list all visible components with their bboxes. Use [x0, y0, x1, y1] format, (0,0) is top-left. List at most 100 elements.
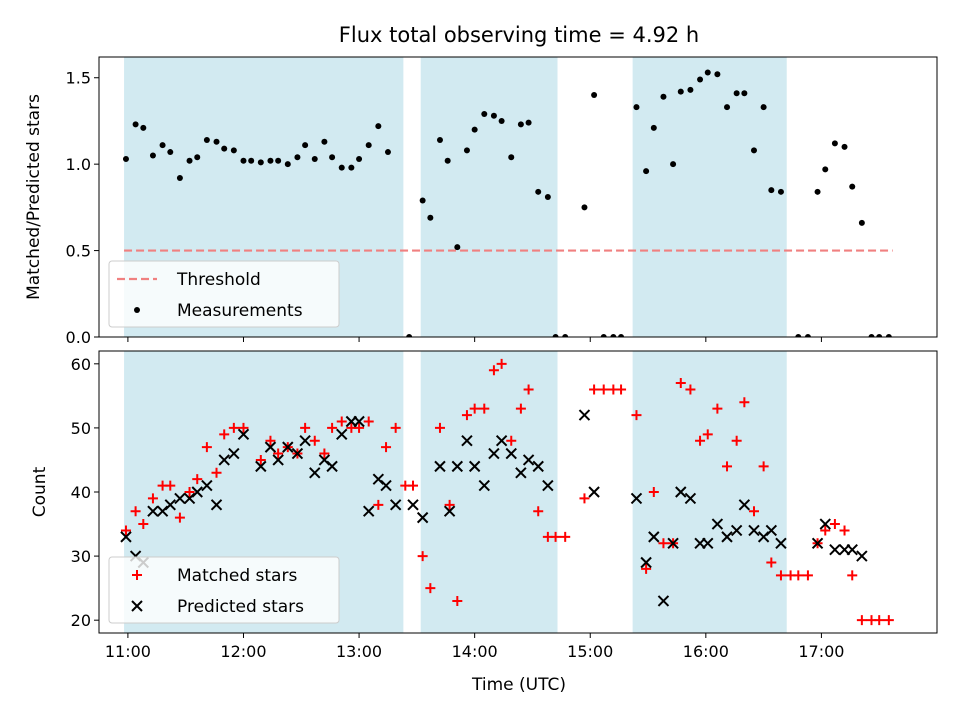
measurement-point	[384, 149, 391, 156]
predicted-star-point	[578, 409, 591, 421]
matched-star-point	[839, 525, 850, 536]
measurement-point	[750, 147, 757, 154]
predicted-star-point	[522, 454, 535, 466]
matched-star-point	[255, 454, 266, 465]
measurement-point	[581, 204, 588, 211]
measurement-point	[454, 244, 461, 251]
y-tick-label: 60	[71, 355, 91, 374]
observing-window-band	[420, 351, 558, 633]
predicted-star-point	[515, 467, 527, 479]
matched-star-point	[201, 442, 212, 453]
predicted-star-point	[228, 447, 240, 460]
matched-star-point	[641, 563, 652, 574]
plot-frame	[98, 56, 938, 338]
predicted-star-point	[164, 499, 176, 511]
matched-star-point	[469, 403, 480, 414]
legend-box	[108, 556, 340, 624]
y-tick-label: 0.5	[66, 242, 91, 261]
predicted-star-point	[495, 435, 508, 447]
measurement-point	[365, 142, 372, 149]
measurement-point	[490, 112, 497, 119]
matched-star-point	[336, 416, 347, 427]
predicted-star-point	[505, 447, 517, 460]
measurement-point	[868, 334, 875, 337]
matched-star-point	[444, 499, 455, 510]
measurement-point	[885, 334, 892, 337]
matched-star-point	[533, 506, 544, 517]
matched-star-point	[228, 422, 239, 433]
predicted-star-point	[210, 499, 223, 511]
predicted-star-point	[362, 505, 375, 517]
x-tick-label: 11:00	[105, 642, 151, 661]
matched-star-point	[631, 410, 642, 421]
measurement-point	[338, 164, 345, 171]
predicted-star-point	[451, 460, 464, 473]
x-tick-label: 12:00	[220, 642, 266, 661]
measurement-point	[841, 143, 848, 150]
measurement-point	[724, 104, 731, 111]
predicted-star-point	[640, 556, 652, 569]
measurement-point	[535, 188, 542, 195]
predicted-star-point	[711, 518, 724, 530]
legend-label: Measurements	[177, 301, 303, 321]
measurement-point	[600, 334, 607, 337]
measurement-point	[427, 214, 434, 221]
legend: Threshold Measurements	[108, 260, 340, 328]
measurement-point	[876, 334, 883, 337]
measurement-point	[471, 126, 478, 133]
ratio-panel: 0.0 0.5 1.0 1.5 Threshold Measurements	[66, 56, 938, 347]
measurement-point	[213, 138, 220, 145]
measurement-point	[140, 124, 147, 131]
matched-star-point	[130, 506, 141, 517]
measurement-point	[419, 197, 426, 204]
matched-star-point	[616, 384, 627, 395]
legend-matched-swatch	[132, 570, 142, 580]
matched-star-point	[658, 538, 669, 549]
measurement-point	[159, 142, 166, 149]
measurement-point	[741, 90, 748, 97]
measurement-point	[562, 334, 569, 337]
matched-star-point	[856, 615, 867, 626]
measurement-point	[660, 93, 667, 100]
matched-star-point	[327, 422, 338, 433]
predicted-star-point	[434, 460, 446, 473]
measurement-point	[132, 121, 139, 128]
matched-star-point	[138, 519, 149, 530]
matched-star-point	[408, 480, 419, 491]
predicted-star-point	[630, 492, 643, 505]
matched-star-point	[589, 384, 600, 395]
measurement-point	[831, 140, 838, 147]
top-y-axis-label: Matched/Predicted stars	[24, 94, 44, 300]
predicted-star-point	[648, 531, 660, 543]
x-tick-label: 17:00	[798, 642, 844, 661]
matched-star-point	[722, 461, 733, 472]
matched-star-point	[381, 442, 392, 453]
x-tick-label: 13:00	[336, 642, 382, 661]
matched-star-point	[506, 435, 517, 446]
predicted-star-point	[468, 460, 481, 473]
measurement-point	[804, 334, 811, 337]
matched-star-point	[461, 410, 472, 421]
measurement-point	[375, 123, 382, 130]
x-axis-label: Time (UTC)	[471, 675, 566, 695]
matched-star-point	[829, 519, 840, 530]
measurement-point	[463, 147, 470, 154]
measurement-point	[149, 152, 156, 159]
predicted-star-point	[819, 518, 831, 530]
predicted-star-point	[461, 435, 473, 447]
predicted-star-point	[721, 531, 733, 543]
measurement-point	[677, 88, 684, 95]
matched-star-point	[550, 531, 561, 542]
predicted-star-point	[542, 479, 554, 492]
measurement-point	[525, 119, 532, 126]
matched-star-point	[219, 429, 230, 440]
measurement-point	[257, 159, 264, 166]
matched-star-point	[309, 435, 320, 446]
predicted-star-point	[702, 537, 714, 549]
matched-star-point	[120, 525, 131, 536]
legend-predicted-swatch	[131, 600, 143, 612]
x-tick-label: 16:00	[683, 642, 729, 661]
matched-star-point	[793, 570, 804, 581]
measurement-point	[517, 121, 524, 128]
measurement-point	[591, 92, 598, 99]
